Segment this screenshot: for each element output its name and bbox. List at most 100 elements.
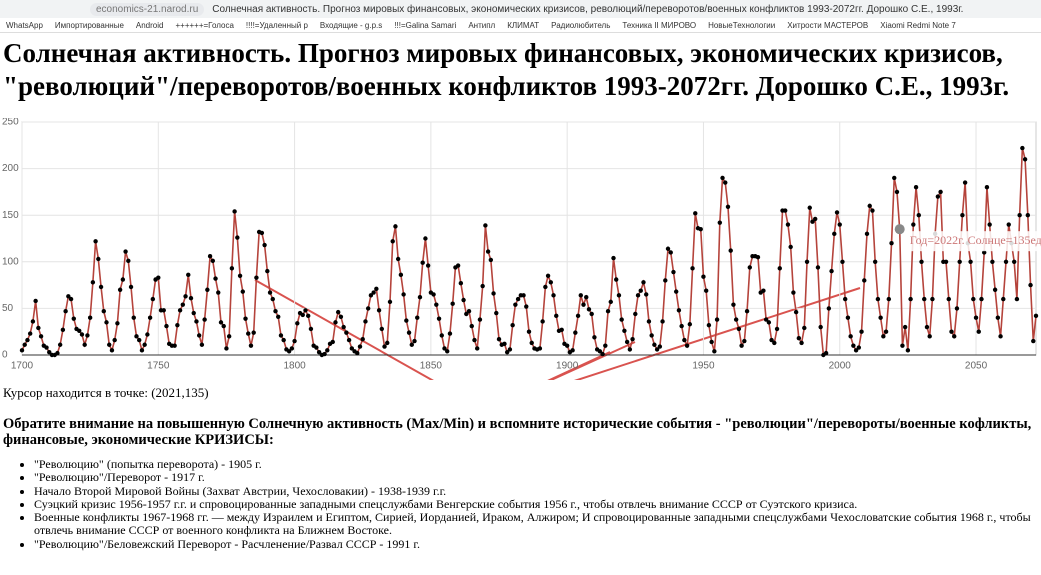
data-point	[55, 350, 60, 356]
data-point	[420, 260, 425, 265]
data-point	[30, 319, 36, 324]
data-point	[286, 349, 292, 354]
data-point	[592, 335, 597, 340]
bookmark[interactable]: !!!=Galina Samari	[394, 20, 457, 30]
data-point	[425, 263, 431, 268]
data-point	[226, 334, 232, 339]
x-tick-label: 1950	[692, 361, 715, 372]
data-point	[96, 256, 101, 262]
data-point	[998, 334, 1003, 339]
bookmark[interactable]: НовыеТехнологии	[708, 20, 776, 30]
data-point	[115, 321, 120, 326]
data-point	[641, 280, 646, 285]
data-point	[79, 332, 85, 337]
data-point	[177, 308, 183, 313]
bookmark[interactable]: Техника II МИРОВО	[622, 20, 697, 30]
bookmark[interactable]: КЛИМАТ	[507, 20, 540, 30]
data-point	[232, 209, 237, 214]
data-point	[834, 210, 840, 215]
data-point	[878, 315, 883, 320]
event-item: Начало Второй Мировой Войны (Захват Авст…	[34, 484, 1034, 498]
data-point	[793, 309, 799, 315]
data-point	[77, 328, 82, 333]
data-point	[927, 334, 932, 339]
bookmark[interactable]: Android	[135, 20, 164, 30]
data-point	[368, 293, 374, 298]
data-point	[804, 259, 810, 264]
data-point	[769, 337, 774, 343]
data-point	[107, 342, 112, 347]
data-line	[21, 147, 1037, 357]
bookmark[interactable]: !!!!=Удаленный р	[245, 20, 308, 30]
bookmark[interactable]: Радиолюбитель	[551, 20, 611, 30]
data-point	[848, 334, 853, 339]
data-point	[665, 246, 671, 251]
url[interactable]: economics-21.narod.ru	[90, 2, 205, 16]
browser-toolbar: economics-21.narod.ru Солнечная активност…	[0, 0, 1041, 18]
data-point	[491, 291, 496, 296]
data-point	[436, 316, 442, 321]
data-point	[952, 334, 957, 339]
data-point	[447, 331, 453, 336]
data-point	[480, 283, 485, 289]
event-item: "Революцию"/Беловежский Переворот - Расч…	[34, 537, 1034, 551]
data-point	[630, 336, 635, 342]
data-point	[706, 322, 712, 328]
data-point	[802, 325, 807, 331]
hover-point	[894, 224, 905, 235]
data-point	[322, 351, 327, 357]
y-tick-label: 50	[2, 303, 14, 314]
data-point	[507, 347, 513, 352]
data-point	[404, 318, 409, 323]
data-point	[292, 338, 297, 344]
bookmark[interactable]: Антипл	[468, 20, 496, 30]
data-point	[693, 211, 698, 216]
data-point	[300, 312, 305, 318]
data-point	[597, 349, 603, 354]
data-point	[346, 337, 352, 343]
x-tick-label: 1750	[147, 361, 170, 372]
bookmark[interactable]: WhatsApp	[6, 20, 43, 30]
data-point	[207, 254, 213, 259]
data-point	[349, 346, 355, 351]
data-point	[156, 275, 161, 280]
data-point	[766, 320, 772, 325]
data-point	[415, 315, 420, 320]
data-point	[832, 231, 837, 237]
data-point	[450, 301, 455, 306]
data-point	[139, 348, 145, 353]
data-point	[554, 313, 559, 319]
data-point	[142, 342, 147, 347]
tooltip-box	[905, 231, 1041, 252]
data-point	[785, 222, 791, 227]
data-point	[330, 339, 335, 345]
data-point	[573, 330, 578, 335]
data-point	[218, 320, 224, 325]
data-point	[496, 336, 502, 342]
data-point	[987, 222, 992, 227]
bookmark[interactable]: Xiaomi Redmi Note 7	[880, 20, 956, 30]
bookmark[interactable]: ++++++=Голоса	[175, 20, 234, 30]
data-point	[935, 194, 941, 199]
data-point	[731, 302, 736, 307]
data-point	[807, 205, 812, 210]
data-point	[818, 324, 823, 330]
data-point	[864, 231, 870, 237]
data-point	[564, 343, 570, 348]
data-point	[374, 286, 379, 292]
bookmark[interactable]: Входящие - g.p.s	[319, 20, 383, 30]
data-point	[709, 339, 714, 345]
data-point	[851, 343, 856, 348]
data-point	[382, 344, 387, 349]
bookmark[interactable]: Хитрости МАСТЕРОВ	[787, 20, 869, 30]
data-point	[401, 292, 406, 297]
data-point	[295, 321, 300, 326]
data-point	[842, 296, 848, 302]
bookmark[interactable]: Импортированные	[54, 20, 124, 30]
data-point	[267, 290, 273, 295]
tooltip: Год=2022г. Солнце=135ед.	[910, 233, 1041, 247]
data-point	[194, 319, 199, 324]
data-point	[434, 302, 439, 307]
y-tick-label: 250	[2, 118, 19, 128]
data-point	[581, 302, 586, 307]
